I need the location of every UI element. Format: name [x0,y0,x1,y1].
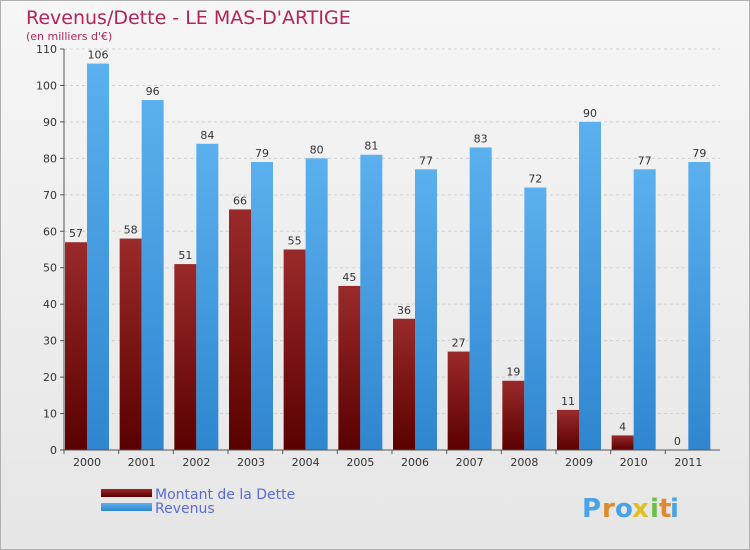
bar-dette [611,435,634,450]
bar-dette [393,318,415,450]
data-label-revenus: 83 [474,132,488,145]
data-label-revenus: 96 [146,85,160,98]
data-label-revenus: 77 [419,154,433,167]
y-tick-label: 40 [43,298,57,311]
data-label-dette: 45 [342,271,356,284]
data-label-dette: 51 [178,249,192,262]
bar-revenus [251,162,273,450]
x-tick-label: 2005 [346,456,374,469]
bar-revenus [469,147,492,450]
x-tick-label: 2002 [182,456,210,469]
chart-title: Revenus/Dette - LE MAS-D'ARTIGE [26,7,351,29]
bar-revenus [579,121,601,450]
data-label-revenus: 84 [200,129,214,142]
legend-swatch-debt [101,489,152,497]
data-label-dette: 36 [397,304,411,317]
data-label-revenus: 77 [638,154,652,167]
x-tick-label: 2008 [510,456,538,469]
bar-dette [65,242,87,450]
logo-letter: i [670,494,679,524]
legend-label-revenus: Revenus [155,501,215,517]
legend-label-debt: Montant de la Dette [155,487,295,503]
data-label-revenus: 79 [255,147,269,160]
y-tick-label: 10 [43,408,57,421]
x-tick-label: 2007 [456,456,484,469]
data-label-revenus: 79 [692,147,706,160]
data-label-dette: 55 [288,235,302,248]
bar-dette [283,249,306,450]
logo-letter: t [659,494,671,524]
bar-revenus [688,162,711,450]
y-tick-label: 20 [43,371,57,384]
bar-revenus [633,169,656,451]
y-tick-label: 70 [43,189,57,202]
bar-revenus [415,169,437,451]
x-tick-label: 2006 [401,456,429,469]
y-tick-label: 60 [43,225,57,238]
data-label-dette: 58 [124,224,138,237]
data-label-dette: 4 [619,420,626,433]
bar-revenus [305,158,328,450]
logo-letter: i [650,494,659,524]
logo-letter: P [582,494,601,524]
bars: 57 106 58 96 51 84 66 79 55 80 45 81 36 77 27 83 19 72 11 9… [65,49,711,451]
x-tick-label: 2010 [620,456,648,469]
logo-letter: x [632,494,649,524]
x-tick-label: 2001 [128,456,156,469]
bar-dette [557,409,579,450]
x-tick-label: 2011 [674,456,702,469]
y-tick-label: 0 [50,444,57,457]
x-axis: 2000 2001 2002 2003 2004 2005 2006 2007 2008 2009… [63,449,720,469]
x-tick-label: 2004 [292,456,320,469]
bar-dette [338,285,361,450]
y-tick-label: 110 [36,43,57,56]
data-label-revenus: 90 [583,107,597,120]
y-tick-label: 90 [43,116,57,129]
legend-swatch-revenus [101,503,152,511]
data-label-dette: 11 [561,395,575,408]
logo-letter: o [615,494,633,524]
y-tick-label: 100 [36,79,57,92]
data-label-dette: 57 [69,227,83,240]
y-tick-label: 50 [43,262,57,275]
x-tick-label: 2000 [73,456,101,469]
data-label-revenus: 106 [88,49,109,62]
bar-revenus [196,143,219,451]
y-tick-label: 80 [43,152,57,165]
bar-revenus [141,100,164,450]
bar-dette [119,238,142,450]
bar-dette [174,264,197,450]
bar-dette [502,380,525,450]
data-label-dette: 0 [674,435,681,448]
x-tick-label: 2003 [237,456,265,469]
logo-letter: r [602,494,615,524]
bar-dette [447,351,470,450]
chart-subtitle: (en milliers d'€) [26,30,112,43]
y-axis: 0 10 20 30 40 50 60 70 80 90 100 110 [36,43,65,457]
data-label-dette: 66 [233,194,247,207]
data-label-revenus: 81 [364,140,378,153]
data-label-revenus: 72 [528,173,542,186]
bar-revenus [360,154,383,450]
y-tick-label: 30 [43,335,57,348]
bar-dette [229,209,251,450]
bar-revenus [524,187,547,450]
x-tick-label: 2009 [565,456,593,469]
bar-revenus [87,63,109,450]
data-label-dette: 19 [506,366,520,379]
legend: Montant de la Dette Revenus [101,487,295,517]
data-label-dette: 27 [452,337,466,350]
data-label-revenus: 80 [310,143,324,156]
